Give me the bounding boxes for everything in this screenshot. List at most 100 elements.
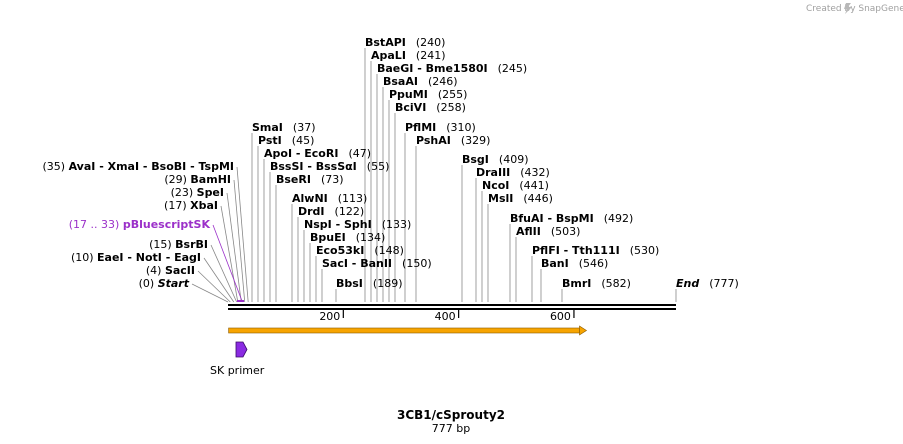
site-name-smai: SmaI (37) — [252, 121, 316, 134]
site-label-msli: MslI (446) — [488, 192, 553, 205]
enzyme-name: - SphI — [332, 218, 372, 231]
site-label-xbai: (17) XbaI — [164, 199, 218, 212]
enzyme-name: SpeI — [197, 186, 224, 199]
enzyme-name: ApoI — [264, 147, 292, 160]
site-name-end: End (777) — [676, 277, 739, 290]
enzyme-name: BstAPI — [365, 36, 406, 49]
site-name-bani: BanI (546) — [541, 257, 608, 270]
site-position: (148) — [374, 244, 404, 257]
enzyme-name: PflFI — [532, 244, 560, 257]
site-label-saci: SacI - BanII (150) — [322, 257, 432, 270]
site-position: (0) — [139, 277, 158, 290]
site-position: (133) — [382, 218, 412, 231]
site-name-bmri: BmrI (582) — [562, 277, 631, 290]
site-name-bsaai: BsaAI (246) — [383, 75, 458, 88]
site-position: (4) — [146, 264, 165, 277]
enzyme-name: - NotI — [124, 251, 162, 264]
site-position: (245) — [498, 62, 528, 75]
site-label-pflfi: PflFI - Tth111I (530) — [532, 244, 659, 257]
top-strand — [228, 304, 676, 306]
enzyme-name: PpuMI — [389, 88, 428, 101]
enzyme-name: AflII — [516, 225, 541, 238]
enzyme-name: PshAI — [416, 134, 451, 147]
ruler-label-200: 200 — [319, 310, 340, 323]
site-position: (409) — [499, 153, 529, 166]
site-position: (134) — [356, 231, 386, 244]
site-name-alwni: AlwNI (113) — [292, 192, 367, 205]
site-name-psti: PstI (45) — [258, 134, 314, 147]
enzyme-name: - Tth111I — [560, 244, 620, 257]
site-name-bfuai: BfuAI - BspMI (492) — [510, 212, 633, 225]
site-label-pblue: (17 .. 33) pBluescriptSK — [69, 218, 211, 231]
site-label-bpuei: BpuEI (134) — [310, 231, 385, 244]
primer-label: SK primer — [210, 364, 265, 377]
connector-ava — [236, 166, 249, 303]
site-position: (246) — [428, 75, 458, 88]
connector-bamhi — [233, 179, 246, 303]
enzyme-name: DraIII — [476, 166, 510, 179]
site-name-bstapi: BstAPI (240) — [365, 36, 445, 49]
site-position: (45) — [292, 134, 315, 147]
enzyme-name: NspI — [304, 218, 332, 231]
site-name-draiii: DraIII (432) — [476, 166, 550, 179]
ruler-label-600: 600 — [550, 310, 571, 323]
enzyme-name: ApaLI — [371, 49, 406, 62]
site-position: (432) — [520, 166, 550, 179]
enzyme-name: - BssSαI — [304, 160, 357, 173]
site-name-bamhi: (29) BamHI — [164, 173, 231, 186]
site-name-pshai: PshAI (329) — [416, 134, 490, 147]
site-label-drdi: DrdI (122) — [298, 205, 364, 218]
site-name-bsgi: BsgI (409) — [462, 153, 529, 166]
enzyme-name: DrdI — [298, 205, 325, 218]
enzyme-name: BbsI — [336, 277, 363, 290]
enzyme-name: - EagI — [162, 251, 201, 264]
site-label-bsgi: BsgI (409) — [462, 153, 529, 166]
site-position: (23) — [171, 186, 197, 199]
site-position: (113) — [338, 192, 368, 205]
site-position: (240) — [416, 36, 446, 49]
enzyme-name: - Bme1580I — [413, 62, 487, 75]
site-position: (189) — [373, 277, 403, 290]
site-position: (503) — [551, 225, 581, 238]
enzyme-name: - BspMI — [544, 212, 594, 225]
site-position: (47) — [348, 147, 371, 160]
site-label-sacii: (4) SacII — [146, 264, 195, 277]
site-position: (546) — [579, 257, 609, 270]
site-name-saci: SacI - BanII (150) — [322, 257, 432, 270]
enzyme-name: - TspMI — [186, 160, 234, 173]
site-name-pflfi: PflFI - Tth111I (530) — [532, 244, 659, 257]
site-label-eco53ki: Eco53kI (148) — [316, 244, 404, 257]
connector-spei — [226, 192, 242, 303]
enzyme-name: - BsoBI — [139, 160, 186, 173]
enzyme-name: MslI — [488, 192, 513, 205]
site-position: (17) — [164, 199, 190, 212]
connector-xbai — [220, 205, 239, 303]
site-label-bani: BanI (546) — [541, 257, 608, 270]
site-position: (441) — [519, 179, 549, 192]
site-name-start: (0) Start — [139, 277, 190, 290]
site-name-bbsi: BbsI (189) — [336, 277, 403, 290]
enzyme-name: - EcoRI — [292, 147, 338, 160]
site-label-ncoi: NcoI (441) — [482, 179, 549, 192]
site-name-xbai: (17) XbaI — [164, 199, 218, 212]
bottom-strand — [228, 308, 676, 310]
site-name-ava: (35) AvaI - XmaI - BsoBI - TspMI — [42, 160, 234, 173]
site-label-aflii: AflII (503) — [516, 225, 580, 238]
site-position: (777) — [709, 277, 739, 290]
site-label-smai: SmaI (37) — [252, 121, 316, 134]
site-label-alwni: AlwNI (113) — [292, 192, 367, 205]
ruler: 200 400 600 — [319, 310, 575, 323]
enzyme-name: BsrBI — [175, 238, 208, 251]
enzyme-name: SacI — [322, 257, 348, 270]
site-label-pflmi: PflMI (310) — [405, 121, 476, 134]
site-name-ppumi: PpuMI (255) — [389, 88, 467, 101]
site-position: (310) — [446, 121, 476, 134]
enzyme-name: BsgI — [462, 153, 489, 166]
site-name-bsrbi: (15) BsrBI — [149, 238, 208, 251]
connector-sacii — [197, 270, 231, 303]
site-label-bbsi: BbsI (189) — [336, 277, 403, 290]
site-position: (10) — [71, 251, 97, 264]
site-name-bseri: BseRI (73) — [276, 173, 344, 186]
watermark-text: Created by SnapGene — [806, 4, 903, 14]
site-position: (530) — [630, 244, 660, 257]
